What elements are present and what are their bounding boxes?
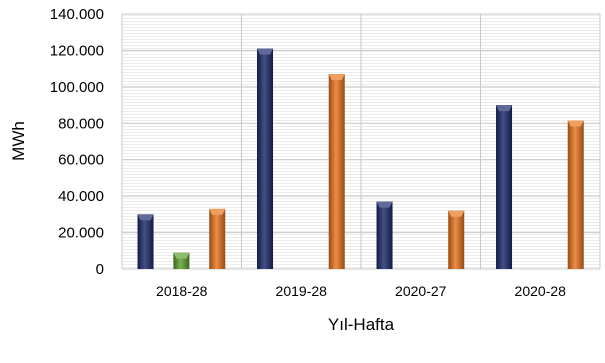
x-tick-label: 2018-28	[156, 283, 208, 299]
x-tick-label: 2020-27	[395, 283, 447, 299]
y-axis-tick-labels: 0 20.000 40.000 60.000 80.000 100.000 120.000 1…	[50, 6, 104, 278]
bar-cap	[137, 214, 154, 221]
y-tick-label: 60.000	[58, 152, 104, 169]
bar-body	[137, 214, 154, 269]
y-tick-label: 140.000	[50, 6, 104, 23]
x-axis-tick-labels: 2018-28 2019-28 2020-27 2020-28	[156, 283, 566, 299]
bar-body	[328, 74, 345, 269]
bar	[173, 252, 190, 269]
bar-cap	[567, 120, 584, 127]
bar	[448, 210, 465, 269]
bar-cap	[173, 252, 190, 259]
x-tick-label: 2019-28	[276, 283, 328, 299]
bar	[376, 201, 393, 269]
bar-body	[448, 210, 465, 269]
bar	[328, 74, 345, 269]
bar-cap	[257, 48, 274, 55]
bar-cap	[209, 208, 226, 215]
y-tick-label: 40.000	[58, 188, 104, 205]
bar	[257, 48, 274, 269]
y-tick-label: 120.000	[50, 42, 104, 59]
y-tick-label: 20.000	[58, 225, 104, 242]
bar-body	[567, 120, 584, 269]
bar-body	[257, 48, 274, 269]
x-tick-label: 2020-28	[515, 283, 567, 299]
bar-body	[209, 208, 226, 269]
bar	[567, 120, 584, 269]
category-separators	[121, 14, 601, 269]
bar-cap	[448, 210, 465, 217]
y-tick-label: 0	[96, 261, 104, 278]
bar	[137, 214, 154, 269]
bar	[496, 105, 513, 269]
bar-cap	[376, 201, 393, 208]
bar-body	[376, 201, 393, 269]
y-axis-title: MWh	[9, 121, 28, 161]
bar	[209, 208, 226, 269]
bars	[137, 48, 584, 269]
bar-cap	[328, 74, 345, 81]
y-tick-label: 80.000	[58, 115, 104, 132]
bar-cap	[496, 105, 513, 112]
bar-body	[496, 105, 513, 269]
x-axis-title: Yıl-Hafta	[328, 315, 395, 334]
y-tick-label: 100.000	[50, 79, 104, 96]
